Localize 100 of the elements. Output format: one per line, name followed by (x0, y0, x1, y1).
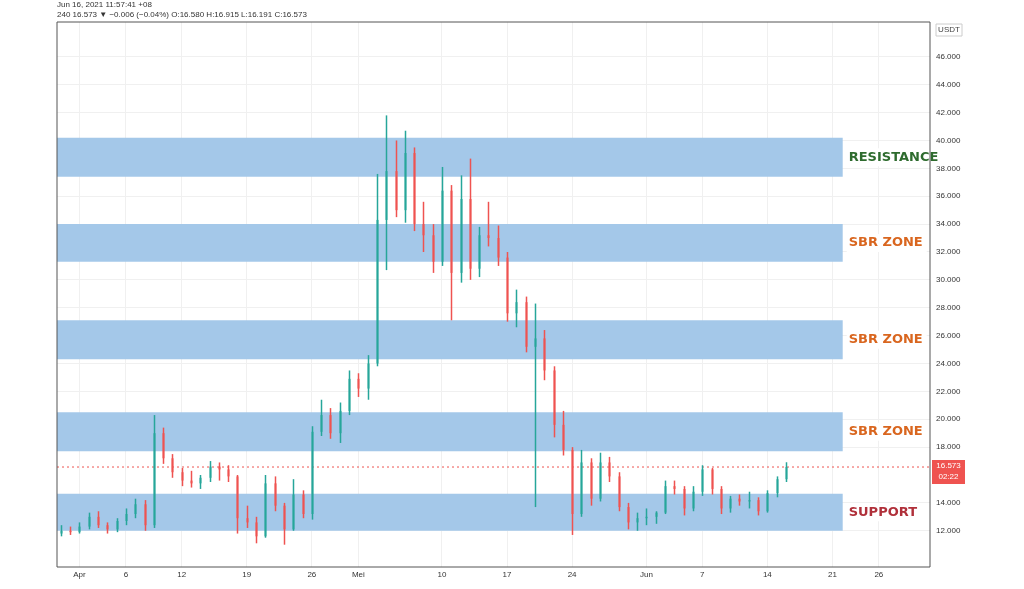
y-tick-label: 22.000 (936, 386, 962, 396)
candlestick (692, 485, 695, 512)
candlestick (562, 410, 565, 457)
x-tick-label: 26 (874, 570, 884, 579)
candlestick (478, 226, 481, 278)
y-tick-label: 34.000 (936, 219, 962, 229)
candlestick (144, 499, 147, 532)
candlestick (432, 223, 435, 274)
candlestick (404, 129, 407, 224)
candlestick (395, 139, 398, 218)
candlestick (367, 354, 370, 401)
candlestick (701, 464, 704, 497)
candlestick (311, 425, 314, 521)
x-tick-label: 21 (827, 570, 838, 579)
y-tick-label: 42.000 (936, 107, 962, 117)
band-label: SBR ZONE (848, 423, 923, 439)
candlestick (534, 302, 537, 508)
x-tick-label: 10 (437, 570, 447, 579)
band-label: RESISTANCE (848, 148, 939, 164)
candlestick (487, 201, 490, 248)
candlestick (106, 521, 109, 535)
candlestick (599, 451, 602, 503)
candlestick (153, 414, 156, 529)
candlestick (729, 495, 732, 514)
candlestick (171, 453, 174, 479)
y-tick-label: 28.000 (936, 302, 962, 312)
candlestick (329, 407, 332, 440)
candlestick (450, 184, 453, 322)
candlestick (766, 489, 769, 514)
candlestick (720, 485, 723, 515)
candlestick (785, 461, 788, 483)
candlestick (199, 474, 202, 490)
candlestick (162, 426, 165, 465)
candlestick (348, 369, 351, 416)
x-tick-label: 12 (177, 570, 187, 579)
candlestick (757, 496, 760, 517)
x-tick-label: 24 (567, 570, 578, 579)
candlestick (246, 504, 249, 529)
candlestick (376, 173, 379, 368)
band-label: SBR ZONE (848, 331, 923, 347)
x-tick-label: 6 (123, 570, 129, 579)
text: 02:22 (938, 472, 960, 482)
candlestick (497, 224, 500, 267)
y-tick-label: 46.000 (936, 52, 962, 62)
candlestick (385, 114, 388, 271)
candlestick (422, 201, 425, 253)
text: Jun 16, 2021 11:57:41 +08 (57, 0, 153, 10)
candlestick (460, 174, 463, 284)
y-tick-label: 30.000 (936, 275, 962, 285)
candlestick (125, 507, 128, 526)
ref-line-label: 16.573 (936, 461, 962, 471)
candlestick (134, 497, 137, 519)
candlestick (413, 146, 416, 232)
candlestick (776, 475, 779, 499)
candlestick (469, 157, 472, 281)
candlestick (664, 479, 667, 515)
y-tick-label: 12.000 (936, 525, 962, 535)
candlestick (441, 166, 444, 267)
candlestick (683, 485, 686, 517)
candlestick (292, 478, 295, 532)
y-tick-label: 32.000 (936, 247, 962, 257)
y-tick-label: 24.000 (936, 358, 962, 368)
x-tick-label: 7 (700, 570, 706, 579)
y-tick-label: 14.000 (936, 498, 962, 508)
x-tick-label: 17 (502, 570, 513, 579)
candlestick (209, 460, 212, 483)
band-label: SUPPORT (848, 503, 918, 519)
candlestick (339, 401, 342, 444)
y-axis-title: USDT (938, 25, 960, 35)
candlestick (571, 446, 574, 536)
candlestick (255, 516, 258, 545)
candlestick (274, 475, 277, 512)
candlestick (553, 365, 556, 439)
candlestick (655, 510, 658, 525)
candlestick (236, 474, 239, 535)
candlestick (320, 398, 323, 437)
y-tick-label: 36.000 (936, 191, 962, 201)
candlestick (78, 521, 81, 535)
y-tick-label: 44.000 (936, 79, 962, 89)
candlestick (88, 511, 91, 531)
candlestick (116, 517, 119, 533)
candlestick (60, 524, 63, 538)
candlestick (506, 251, 509, 323)
x-tick-label: Apr (73, 570, 87, 579)
y-tick-label: 18.000 (936, 442, 962, 452)
candlestick (627, 502, 630, 531)
x-tick-label: 26 (307, 570, 317, 579)
y-tick-label: 38.000 (936, 163, 962, 173)
band-label: SBR ZONE (848, 234, 923, 250)
x-tick-label: 14 (762, 570, 773, 579)
candlestick (636, 511, 639, 532)
text: 240 16.573 ▼ −0.006 (−0.04%) O:16.580 H:16.915 L:16.191 C:16.573 (57, 10, 307, 20)
candlestick (302, 489, 305, 519)
x-tick-label: Jun (640, 570, 653, 579)
y-tick-label: 20.000 (936, 414, 962, 424)
candlestick (543, 329, 546, 381)
candlestick (515, 288, 518, 329)
candlestick (264, 474, 267, 539)
candlestick (580, 449, 583, 518)
candlestick (97, 510, 100, 529)
